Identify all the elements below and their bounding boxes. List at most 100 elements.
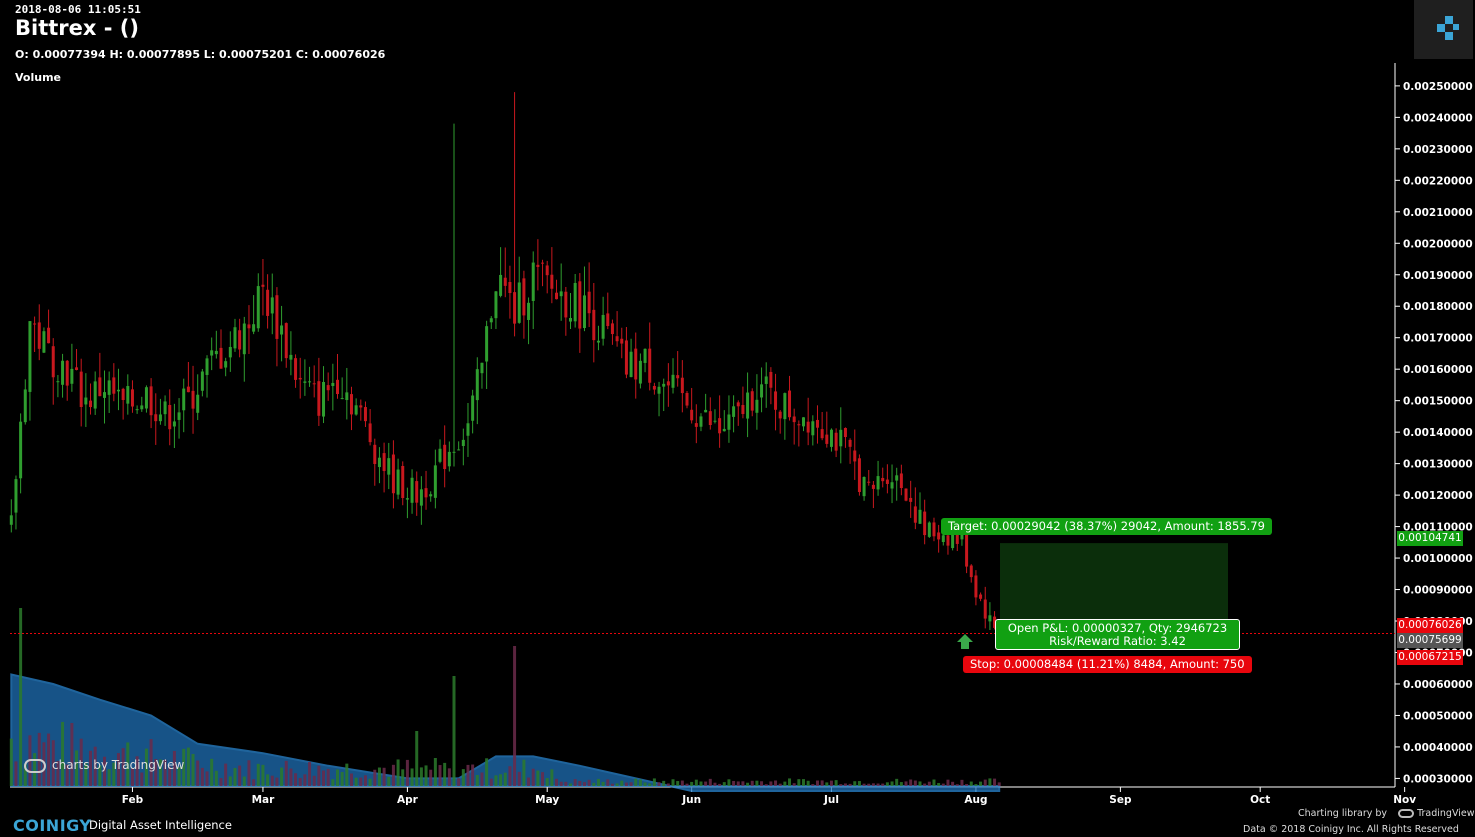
- volume-bar: [582, 782, 586, 786]
- candle-body: [349, 394, 353, 415]
- risk-reward-text: Risk/Reward Ratio: 3.42: [1049, 634, 1186, 648]
- volume-bar: [200, 767, 204, 786]
- coinigy-brand-text[interactable]: COINIGY: [13, 816, 92, 835]
- y-tick-label: 0.00160000: [1403, 364, 1473, 376]
- candle-body: [662, 383, 666, 387]
- candle-body: [638, 360, 642, 384]
- volume-bar: [517, 771, 521, 786]
- candle-body: [103, 392, 106, 398]
- candle-body: [624, 340, 628, 375]
- x-tick-label: Nov: [1393, 794, 1416, 806]
- candle-body: [746, 392, 750, 419]
- volume-bar: [471, 764, 475, 786]
- volume-bar: [172, 750, 176, 786]
- volume-bar: [447, 768, 451, 786]
- y-tick-label: 0.00250000: [1403, 81, 1473, 93]
- candle-body: [871, 484, 875, 489]
- volume-bar: [275, 777, 279, 786]
- volume-bar: [387, 776, 391, 786]
- volume-bar: [480, 772, 484, 786]
- y-tick-label: 0.00200000: [1403, 238, 1473, 250]
- volume-bar: [657, 782, 661, 786]
- volume-bar: [666, 783, 670, 786]
- charting-library-credit[interactable]: Charting library by TradingView: [1298, 808, 1475, 819]
- copyright-text: Data © 2018 Coinigy Inc. All Rights Rese…: [1243, 824, 1459, 835]
- candle-body: [797, 424, 801, 426]
- candle-body: [815, 419, 819, 428]
- candle-body: [280, 325, 284, 335]
- candle-body: [93, 381, 97, 409]
- volume-bar: [233, 768, 237, 786]
- volume-bar: [340, 771, 344, 786]
- volume-bar: [14, 761, 18, 786]
- x-tick-label: Apr: [397, 794, 419, 806]
- volume-bar: [951, 781, 955, 786]
- volume-bar: [401, 769, 405, 786]
- candle-body: [405, 498, 409, 500]
- candle-body: [419, 489, 423, 506]
- candle-body: [443, 444, 447, 470]
- y-tick-label: 0.00120000: [1403, 490, 1473, 502]
- candle-body: [802, 417, 805, 427]
- candle-body: [89, 400, 93, 408]
- candle-body: [671, 374, 675, 388]
- candle-body: [480, 362, 484, 374]
- volume-bar: [396, 759, 400, 786]
- candle-body: [79, 371, 83, 408]
- stop-label[interactable]: Stop: 0.00008484 (11.21%) 8484, Amount: …: [963, 656, 1252, 673]
- candle-body: [741, 405, 745, 415]
- volume-bar: [322, 770, 326, 786]
- volume-bar: [806, 780, 810, 786]
- volume-bar: [191, 753, 195, 786]
- candle-body: [84, 397, 88, 405]
- volume-bar: [112, 762, 116, 786]
- candle-body: [494, 291, 498, 319]
- candle-body: [788, 390, 792, 418]
- candle-body: [969, 565, 973, 578]
- candle-body: [382, 453, 386, 472]
- x-tick-label: Oct: [1250, 794, 1270, 806]
- candle-body: [326, 385, 330, 391]
- candle-body: [168, 404, 172, 430]
- candle-body: [214, 350, 218, 355]
- volume-bar: [186, 747, 190, 786]
- candle-body: [466, 423, 470, 436]
- candle-body: [946, 535, 950, 546]
- volume-label: Volume: [15, 71, 61, 84]
- volume-bar: [685, 783, 689, 786]
- candle-body: [9, 515, 13, 525]
- volume-bar: [937, 782, 941, 786]
- target-label[interactable]: Target: 0.00029042 (38.37%) 29042, Amoun…: [941, 518, 1272, 535]
- coinigy-logo-button[interactable]: [1414, 0, 1473, 59]
- volume-bar: [126, 742, 130, 786]
- watermark-text: charts by TradingView: [52, 758, 185, 772]
- candle-body: [182, 388, 186, 411]
- volume-bar: [23, 764, 27, 786]
- open-pnl-box[interactable]: Open P&L: 0.00000327, Qty: 2946723 Risk/…: [995, 619, 1240, 650]
- volume-bar: [256, 763, 260, 786]
- candle-body: [256, 286, 260, 329]
- volume-bar: [648, 783, 652, 786]
- volume-bar: [107, 769, 111, 786]
- candle-body: [792, 416, 796, 423]
- candle-body: [680, 377, 684, 394]
- candle-body: [867, 481, 871, 483]
- candle-body: [825, 434, 829, 444]
- candle-body: [913, 506, 917, 523]
- candle-body: [829, 429, 833, 447]
- candle-body: [144, 387, 148, 409]
- volume-bar: [158, 759, 162, 786]
- volume-bar: [834, 780, 838, 786]
- volume-bar: [168, 766, 172, 786]
- volume-bar: [969, 781, 973, 786]
- candle-body: [690, 409, 694, 421]
- candle-body: [918, 509, 922, 524]
- volume-bar: [513, 646, 517, 786]
- candle-body: [909, 497, 913, 502]
- candle-body: [923, 511, 927, 536]
- volume-bar: [242, 776, 246, 786]
- candle-body: [359, 405, 363, 408]
- volume-bar: [564, 781, 568, 786]
- volume-bar: [294, 773, 298, 786]
